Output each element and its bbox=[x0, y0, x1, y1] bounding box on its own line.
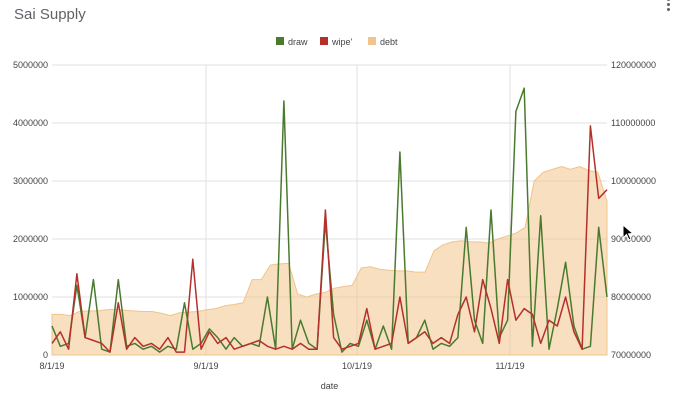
y-left-tick-label: 1000000 bbox=[13, 292, 48, 302]
y-right-tick-label: 120000000 bbox=[611, 60, 656, 70]
y-left-tick-label: 4000000 bbox=[13, 118, 48, 128]
y-left-tick-label: 2000000 bbox=[13, 234, 48, 244]
y-right-tick-label: 100000000 bbox=[611, 176, 656, 186]
y-right-tick-label: 70000000 bbox=[611, 350, 651, 360]
y-right-tick-label: 80000000 bbox=[611, 292, 651, 302]
legend-swatch bbox=[368, 37, 376, 45]
series-wipe-line bbox=[51, 125, 608, 353]
x-tick-label: 9/1/19 bbox=[193, 361, 218, 371]
x-tick-label: 11/1/19 bbox=[495, 361, 524, 371]
x-axis-label: date bbox=[321, 381, 339, 391]
x-tick-label: 10/1/19 bbox=[342, 361, 372, 371]
y-right-tick-label: 110000000 bbox=[611, 118, 655, 128]
legend-swatch bbox=[276, 37, 284, 45]
legend-label: draw bbox=[288, 37, 308, 47]
legend-swatch bbox=[320, 37, 328, 45]
y-left-tick-label: 3000000 bbox=[13, 176, 48, 186]
legend-label: wipe' bbox=[331, 37, 353, 47]
mouse-pointer-icon bbox=[622, 224, 634, 241]
legend-label: debt bbox=[380, 37, 398, 47]
chart-title: Sai Supply bbox=[14, 6, 86, 23]
series-lines-layer bbox=[51, 87, 608, 353]
legend: draw wipe' debt bbox=[276, 37, 398, 47]
more-vert-icon[interactable] bbox=[664, 0, 672, 11]
x-tick-label: 8/1/19 bbox=[39, 361, 64, 371]
y-left-tick-label: 5000000 bbox=[13, 60, 48, 70]
y-left-tick-label: 0 bbox=[43, 350, 48, 360]
